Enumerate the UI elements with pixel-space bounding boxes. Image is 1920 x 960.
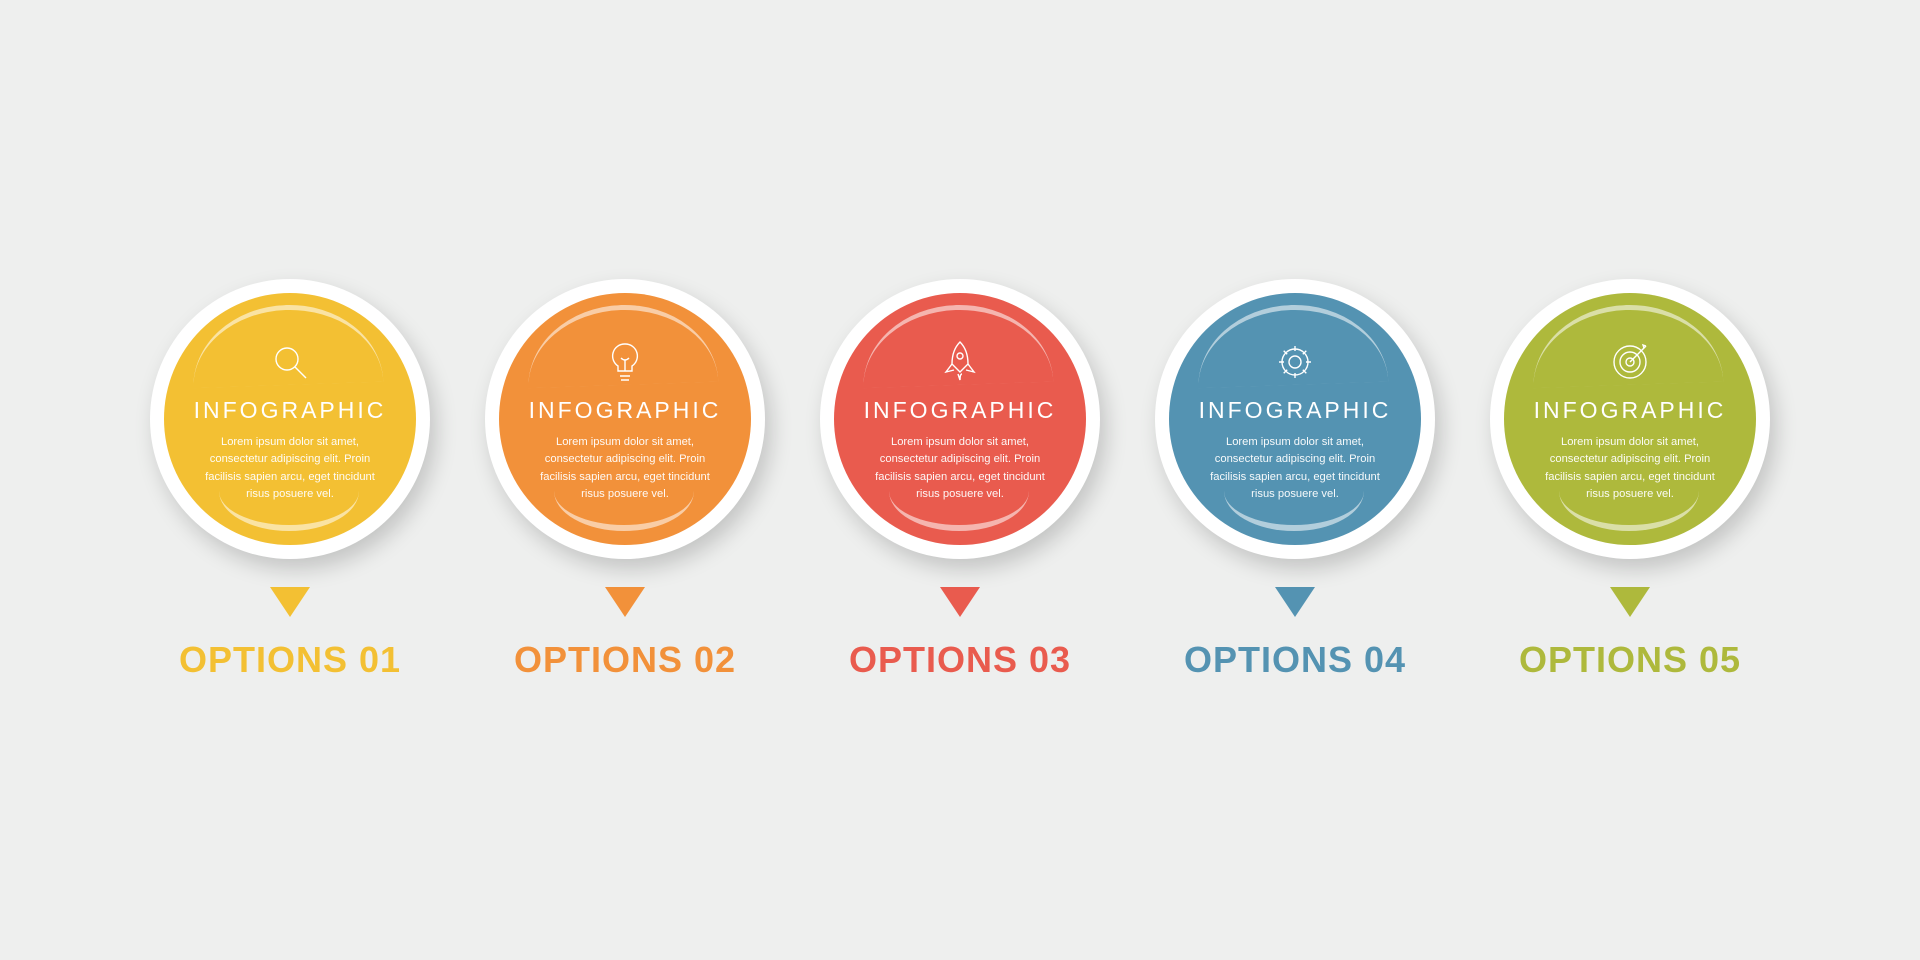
infographic-row: INFOGRAPHICLorem ipsum dolor sit amet, c… [150, 279, 1770, 681]
triangle-1 [270, 587, 310, 617]
shine-bottom [1559, 491, 1699, 531]
step-4: INFOGRAPHICLorem ipsum dolor sit amet, c… [1155, 279, 1435, 681]
triangle-3 [940, 587, 980, 617]
option-label-1: OPTIONS 01 [179, 639, 401, 681]
circle-3: INFOGRAPHICLorem ipsum dolor sit amet, c… [820, 279, 1100, 559]
circle-inner-2: INFOGRAPHICLorem ipsum dolor sit amet, c… [499, 293, 751, 545]
triangle-2 [605, 587, 645, 617]
circle-inner-3: INFOGRAPHICLorem ipsum dolor sit amet, c… [834, 293, 1086, 545]
step-2-title: INFOGRAPHIC [529, 397, 722, 424]
shine-top [526, 302, 719, 389]
shine-bottom [1224, 491, 1364, 531]
step-1-title: INFOGRAPHIC [194, 397, 387, 424]
step-2: INFOGRAPHICLorem ipsum dolor sit amet, c… [485, 279, 765, 681]
step-4-title: INFOGRAPHIC [1199, 397, 1392, 424]
shine-top [1531, 302, 1724, 389]
step-5: INFOGRAPHICLorem ipsum dolor sit amet, c… [1490, 279, 1770, 681]
shine-top [861, 302, 1054, 389]
circle-inner-4: INFOGRAPHICLorem ipsum dolor sit amet, c… [1169, 293, 1421, 545]
step-1: INFOGRAPHICLorem ipsum dolor sit amet, c… [150, 279, 430, 681]
option-label-5: OPTIONS 05 [1519, 639, 1741, 681]
option-label-4: OPTIONS 04 [1184, 639, 1406, 681]
step-5-title: INFOGRAPHIC [1534, 397, 1727, 424]
shine-bottom [219, 491, 359, 531]
circle-2: INFOGRAPHICLorem ipsum dolor sit amet, c… [485, 279, 765, 559]
circle-inner-5: INFOGRAPHICLorem ipsum dolor sit amet, c… [1504, 293, 1756, 545]
circle-5: INFOGRAPHICLorem ipsum dolor sit amet, c… [1490, 279, 1770, 559]
step-3: INFOGRAPHICLorem ipsum dolor sit amet, c… [820, 279, 1100, 681]
triangle-5 [1610, 587, 1650, 617]
circle-4: INFOGRAPHICLorem ipsum dolor sit amet, c… [1155, 279, 1435, 559]
triangle-4 [1275, 587, 1315, 617]
option-label-2: OPTIONS 02 [514, 639, 736, 681]
circle-inner-1: INFOGRAPHICLorem ipsum dolor sit amet, c… [164, 293, 416, 545]
shine-top [1196, 302, 1389, 389]
shine-bottom [889, 491, 1029, 531]
option-label-3: OPTIONS 03 [849, 639, 1071, 681]
circle-1: INFOGRAPHICLorem ipsum dolor sit amet, c… [150, 279, 430, 559]
shine-bottom [554, 491, 694, 531]
step-3-title: INFOGRAPHIC [864, 397, 1057, 424]
shine-top [191, 302, 384, 389]
